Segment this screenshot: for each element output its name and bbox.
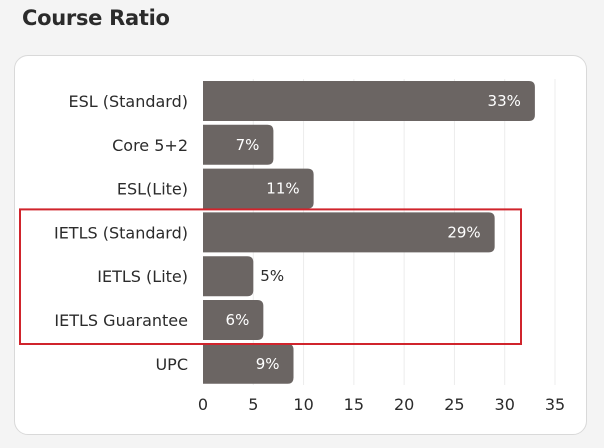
category-label: UPC [155, 355, 188, 374]
bar [203, 168, 314, 209]
x-tick-label: 5 [248, 395, 258, 414]
category-label: Core 5+2 [112, 136, 188, 155]
value-label: 6% [226, 311, 250, 329]
bar [203, 124, 274, 165]
value-label: 29% [447, 223, 480, 241]
x-tick-label: 35 [545, 395, 565, 414]
x-tick-label: 20 [394, 395, 414, 414]
bar [203, 212, 495, 253]
bar [203, 256, 254, 297]
x-tick-label: 30 [495, 395, 515, 414]
value-label: 5% [260, 267, 284, 285]
bar [203, 343, 294, 384]
bar [203, 300, 264, 340]
page-title: Course Ratio [22, 6, 170, 30]
x-tick-label: 10 [293, 395, 313, 414]
value-label: 33% [488, 92, 521, 110]
value-label: 11% [266, 180, 299, 198]
x-tick-label: 0 [198, 395, 208, 414]
x-tick-label: 15 [344, 395, 364, 414]
value-label: 9% [256, 355, 280, 373]
category-label: IETLS (Standard) [54, 223, 188, 242]
x-tick-label: 25 [444, 395, 464, 414]
bar [203, 81, 535, 121]
category-label: IETLS Guarantee [54, 311, 188, 330]
value-label: 7% [236, 136, 260, 154]
category-label: IETLS (Lite) [97, 267, 188, 286]
category-label: ESL (Standard) [68, 92, 188, 111]
highlight-box [19, 208, 522, 345]
category-label: ESL(Lite) [117, 180, 188, 199]
